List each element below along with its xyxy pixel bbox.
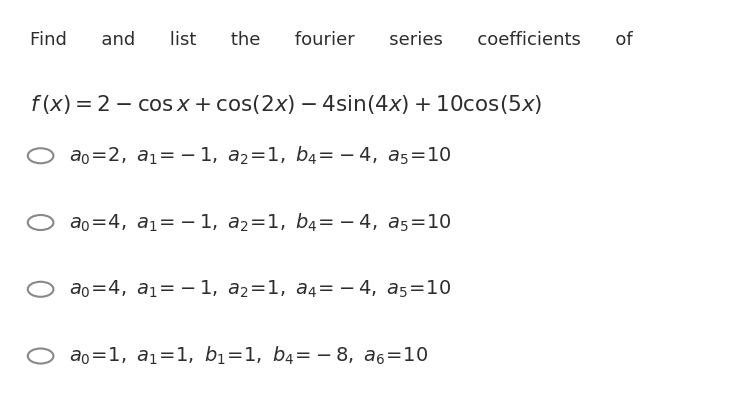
Text: $a_0\!=\!4,\ a_1\!=\!-1,\ a_2\!=\!1,\ a_4\!=\!-4,\ a_5\!=\!10$: $a_0\!=\!4,\ a_1\!=\!-1,\ a_2\!=\!1,\ a_… — [69, 278, 451, 300]
Text: $a_0\!=\!2,\ a_1\!=\!-1,\ a_2\!=\!1,\ b_4\!=\!-4,\ a_5\!=\!10$: $a_0\!=\!2,\ a_1\!=\!-1,\ a_2\!=\!1,\ b_… — [69, 144, 451, 167]
Text: Find      and      list      the      fourier      series      coefficients     : Find and list the fourier series coeffic… — [30, 31, 633, 49]
Text: $f\,(x) = 2 - \cos x + \cos(2x) - 4\sin(4x) + 10\cos(5x)$: $f\,(x) = 2 - \cos x + \cos(2x) - 4\sin(… — [30, 93, 542, 116]
Text: $a_0\!=\!1,\ a_1\!=\!1,\ b_1\!=\!1,\ b_4\!=\!-8,\ a_6\!=\!10$: $a_0\!=\!1,\ a_1\!=\!1,\ b_1\!=\!1,\ b_4… — [69, 345, 428, 367]
Text: $a_0\!=\!4,\ a_1\!=\!-1,\ a_2\!=\!1,\ b_4\!=\!-4,\ a_5\!=\!10$: $a_0\!=\!4,\ a_1\!=\!-1,\ a_2\!=\!1,\ b_… — [69, 211, 451, 234]
